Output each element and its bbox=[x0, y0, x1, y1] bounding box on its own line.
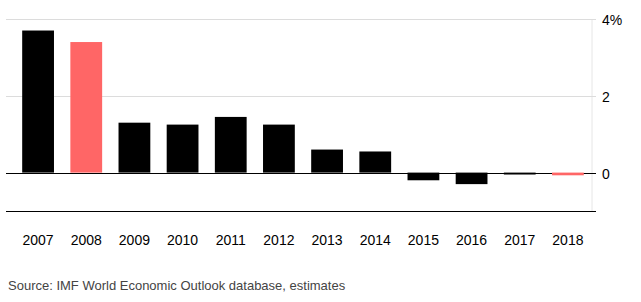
x-tick-label: 2015 bbox=[408, 232, 439, 248]
x-tick-label: 2018 bbox=[552, 232, 583, 248]
bar bbox=[119, 123, 151, 173]
x-tick-label: 2014 bbox=[360, 232, 391, 248]
source-note: Source: IMF World Economic Outlook datab… bbox=[8, 278, 346, 293]
x-axis-line bbox=[6, 211, 596, 212]
bar bbox=[359, 151, 391, 172]
chart-container: 0 2 4% 2007 2008 2009 2010 2011 2012 2013 2014 2015… bbox=[0, 0, 641, 302]
x-tick-label: 2010 bbox=[167, 232, 198, 248]
chart-svg: 0 2 4% 2007 2008 2009 2010 2011 2012 2013 2014 2015… bbox=[0, 0, 641, 302]
bar bbox=[263, 125, 295, 173]
bar bbox=[70, 42, 102, 173]
bar bbox=[408, 173, 440, 181]
bar bbox=[311, 150, 343, 173]
bar bbox=[215, 117, 247, 173]
x-tick-label: 2017 bbox=[504, 232, 535, 248]
bars bbox=[22, 31, 584, 185]
x-tick-label: 2007 bbox=[23, 232, 54, 248]
x-tick-label: 2012 bbox=[263, 232, 294, 248]
y-tick-label: 4% bbox=[602, 12, 622, 28]
bar bbox=[456, 173, 488, 185]
y-tick-label: 0 bbox=[602, 166, 610, 182]
bar bbox=[167, 125, 199, 173]
x-tick-label: 2009 bbox=[119, 232, 150, 248]
bar bbox=[504, 173, 536, 175]
x-tick-label: 2008 bbox=[71, 232, 102, 248]
bar bbox=[552, 173, 584, 176]
range-edge bbox=[592, 19, 593, 211]
y-tick-label: 2 bbox=[602, 89, 610, 105]
bar bbox=[22, 31, 54, 173]
grid-line bbox=[6, 19, 596, 20]
x-tick-label: 2016 bbox=[456, 232, 487, 248]
grid-line bbox=[6, 173, 596, 174]
x-tick-label: 2011 bbox=[216, 232, 246, 248]
x-tick-label: 2013 bbox=[312, 232, 343, 248]
